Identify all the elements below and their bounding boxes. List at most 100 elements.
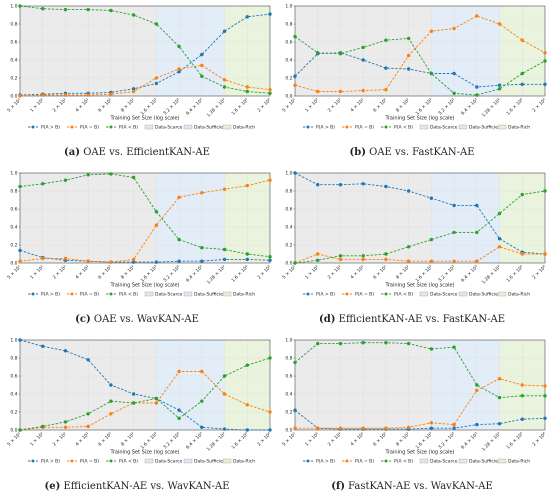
caption-text: FastKAN-AE vs. WavKAN-AE <box>348 481 493 492</box>
legend-label: P(A ≻ B) <box>316 125 335 131</box>
x-tick-label: 6.4 × 10³ <box>185 431 204 450</box>
legend-swatch <box>458 291 468 297</box>
point <box>63 93 68 97</box>
point <box>497 245 502 249</box>
y-tick-label: 1.0 <box>10 338 17 344</box>
point <box>200 425 204 429</box>
legend-marker <box>70 292 74 296</box>
point <box>429 347 434 351</box>
point <box>131 89 136 94</box>
point <box>154 396 159 401</box>
point <box>18 428 22 432</box>
point <box>452 26 456 31</box>
point <box>268 91 272 96</box>
point <box>384 38 388 42</box>
point <box>154 260 159 264</box>
point <box>293 74 297 78</box>
x-tick-label: 2 × 10⁴ <box>256 264 272 280</box>
x-tick-label: 6.4 × 10³ <box>185 264 204 283</box>
point <box>316 258 320 262</box>
point <box>268 258 272 262</box>
x-tick-label: 3.2 × 10³ <box>162 264 181 283</box>
caption-text: OAE vs. EfficientKAN-AE <box>83 147 210 158</box>
y-tick-label: 0.4 <box>285 392 292 398</box>
point <box>177 195 181 199</box>
point <box>361 88 365 93</box>
point <box>293 83 297 87</box>
x-axis-label: Training Set Size (log scale) <box>110 283 180 289</box>
caption-tag: (c) <box>75 314 91 325</box>
plot-frame <box>19 172 271 264</box>
y-tick-label: 0.6 <box>285 207 292 213</box>
point <box>18 94 22 98</box>
caption: (f) FastKAN-AE vs. WavKAN-AE <box>331 481 493 492</box>
x-tick-label: 1 × 10² <box>304 97 320 113</box>
point <box>200 191 204 195</box>
legend-label: Data-Sufficient <box>194 459 228 465</box>
point <box>41 182 45 186</box>
point <box>177 369 181 374</box>
x-tick-label: 2 × 10⁴ <box>531 431 547 447</box>
point <box>338 52 343 56</box>
legend-label: Data-Rich <box>508 125 530 131</box>
series-line <box>294 52 545 88</box>
point <box>268 410 272 414</box>
point <box>475 422 479 427</box>
point <box>543 252 547 256</box>
point <box>131 257 136 262</box>
point <box>222 247 227 252</box>
point <box>86 358 90 362</box>
point <box>18 184 22 189</box>
point <box>475 259 479 263</box>
caption: (b) OAE vs. FastKAN-AE <box>349 147 474 158</box>
point <box>293 408 297 412</box>
legend-label: P(A = B) <box>80 292 99 298</box>
point <box>338 426 343 430</box>
region-band <box>156 6 225 96</box>
y-tick-label: 0.6 <box>10 374 17 380</box>
point <box>316 89 320 94</box>
legend-swatch <box>183 291 193 297</box>
x-tick-label: 6 × 10² <box>97 97 113 113</box>
x-tick-label: 8 × 10² <box>120 431 136 447</box>
x-tick-label: 1.28 × 10⁴ <box>481 97 502 118</box>
point <box>316 341 320 346</box>
x-tick-label: 1.6 × 10⁴ <box>505 97 524 116</box>
legend-marker <box>345 459 349 463</box>
y-tick-label: 0.4 <box>10 392 17 398</box>
point <box>429 259 434 263</box>
point <box>200 369 204 374</box>
point <box>86 93 90 97</box>
panel: 0.0 0.2 0.4 0.6 0.8 1.0 5 × 10¹ 1 × 10² 2 × 10² 4… <box>281 4 547 158</box>
legend-label: P(A ≻ B) <box>41 292 60 298</box>
point <box>406 53 411 58</box>
point <box>154 81 159 86</box>
y-tick-label: 0.4 <box>10 58 17 64</box>
point <box>131 87 136 91</box>
point <box>245 257 249 262</box>
point <box>520 38 524 42</box>
y-tick-label: 1.0 <box>285 4 292 10</box>
point <box>268 178 272 182</box>
point <box>361 257 365 262</box>
point <box>63 425 68 429</box>
point <box>86 412 90 416</box>
y-tick-label: 0.6 <box>10 207 17 213</box>
point <box>520 417 524 421</box>
series-line <box>19 371 271 431</box>
y-tick-label: 0.0 <box>285 428 292 434</box>
legend-label: Data-Sufficient <box>469 125 503 131</box>
point <box>268 88 272 92</box>
series-line <box>19 249 271 263</box>
x-tick-label: 5 × 10¹ <box>281 264 297 280</box>
point <box>361 182 365 186</box>
point <box>361 45 365 50</box>
point <box>222 392 227 396</box>
region-band <box>156 173 225 263</box>
point <box>41 93 45 97</box>
legend-swatch <box>497 124 507 130</box>
point <box>109 8 113 13</box>
y-tick-label: 0.8 <box>285 22 292 28</box>
x-tick-label: 3.2 × 10³ <box>437 264 456 283</box>
x-tick-label: 4 × 10² <box>349 97 365 113</box>
